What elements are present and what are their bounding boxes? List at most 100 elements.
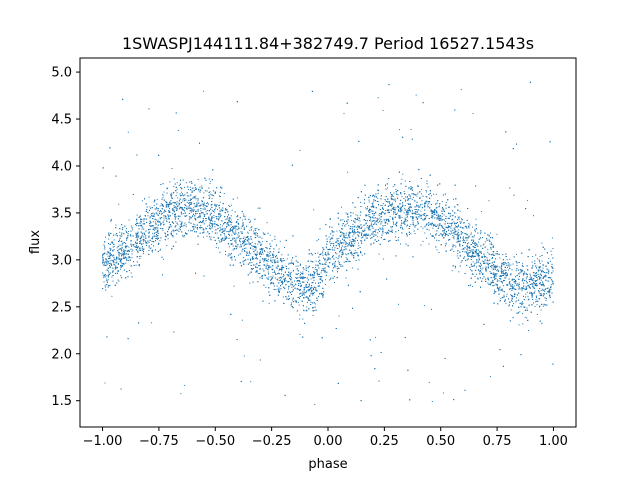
data-point: [284, 278, 286, 280]
data-point: [152, 232, 154, 234]
data-point: [185, 224, 187, 226]
data-point: [497, 265, 499, 267]
data-point: [216, 232, 218, 234]
data-point: [454, 231, 456, 233]
data-point: [404, 205, 406, 206]
data-point: [402, 228, 404, 230]
data-point: [304, 292, 306, 294]
data-point: [407, 209, 408, 211]
data-point: [116, 247, 118, 249]
data-point: [334, 249, 335, 251]
data-point: [193, 223, 195, 225]
data-point: [496, 270, 498, 272]
data-point: [206, 209, 208, 211]
data-point: [278, 287, 280, 289]
data-point: [224, 229, 226, 231]
data-point: [407, 203, 409, 204]
data-point: [552, 270, 554, 272]
data-point: [203, 236, 204, 238]
data-point: [421, 203, 423, 205]
data-point: [505, 270, 507, 271]
data-point: [336, 265, 338, 267]
data-point: [524, 289, 526, 291]
data-point: [426, 191, 427, 193]
data-point: [125, 250, 127, 252]
data-point: [493, 284, 495, 286]
data-point: [444, 219, 446, 221]
data-point: [516, 253, 517, 255]
data-point: [267, 251, 269, 253]
data-point: [336, 240, 338, 241]
data-point: [324, 271, 326, 273]
data-point: [182, 200, 184, 202]
data-point: [141, 200, 143, 202]
data-point: [408, 188, 410, 190]
data-point: [358, 245, 360, 247]
data-point: [104, 286, 106, 288]
data-point: [424, 217, 426, 219]
data-point: [107, 251, 109, 253]
data-point: [148, 235, 150, 237]
data-point: [330, 249, 332, 251]
data-point: [132, 249, 134, 251]
data-point: [361, 226, 363, 228]
data-point: [510, 286, 512, 287]
data-point: [243, 242, 245, 244]
data-point: [295, 273, 297, 275]
data-point: [368, 201, 370, 203]
data-point: [203, 213, 205, 215]
data-point: [231, 234, 233, 236]
data-point: [481, 271, 483, 273]
data-point: [166, 218, 168, 220]
data-point: [351, 231, 353, 233]
data-point: [408, 208, 410, 209]
data-point: [426, 237, 427, 239]
data-point: [338, 264, 340, 265]
data-point: [514, 296, 515, 298]
data-point: [491, 264, 493, 266]
data-point: [355, 219, 357, 221]
data-point: [153, 216, 155, 218]
data-point: [148, 245, 150, 247]
data-point: [281, 261, 283, 263]
data-point: [107, 279, 109, 281]
data-point: [506, 295, 508, 297]
data-point: [360, 237, 362, 239]
data-point: [195, 219, 197, 221]
data-point: [248, 241, 250, 243]
data-point: [510, 264, 512, 266]
data-point: [534, 306, 536, 307]
data-point: [420, 244, 422, 246]
data-point: [457, 233, 459, 235]
data-point: [189, 204, 191, 206]
data-point: [264, 251, 266, 253]
data-point: [288, 268, 290, 270]
data-point: [178, 204, 180, 206]
data-point: [200, 210, 202, 212]
data-point: [416, 214, 418, 216]
data-point: [217, 205, 219, 207]
data-point: [286, 274, 288, 276]
data-point: [270, 276, 272, 278]
data-point: [361, 254, 363, 256]
data-point: [257, 207, 259, 209]
data-point: [173, 205, 175, 207]
data-point: [551, 266, 552, 268]
data-point: [126, 257, 128, 259]
data-point: [154, 229, 155, 231]
data-point: [452, 234, 454, 236]
data-point: [266, 263, 268, 265]
data-point: [536, 258, 538, 260]
data-point: [191, 216, 193, 217]
data-point: [295, 284, 297, 286]
data-point: [411, 198, 413, 200]
data-point: [395, 188, 397, 190]
data-point: [199, 186, 201, 188]
data-point: [190, 211, 192, 213]
data-point: [186, 195, 188, 197]
data-point: [502, 254, 504, 256]
data-point: [374, 196, 375, 198]
data-point: [237, 228, 239, 230]
data-point: [387, 187, 388, 189]
